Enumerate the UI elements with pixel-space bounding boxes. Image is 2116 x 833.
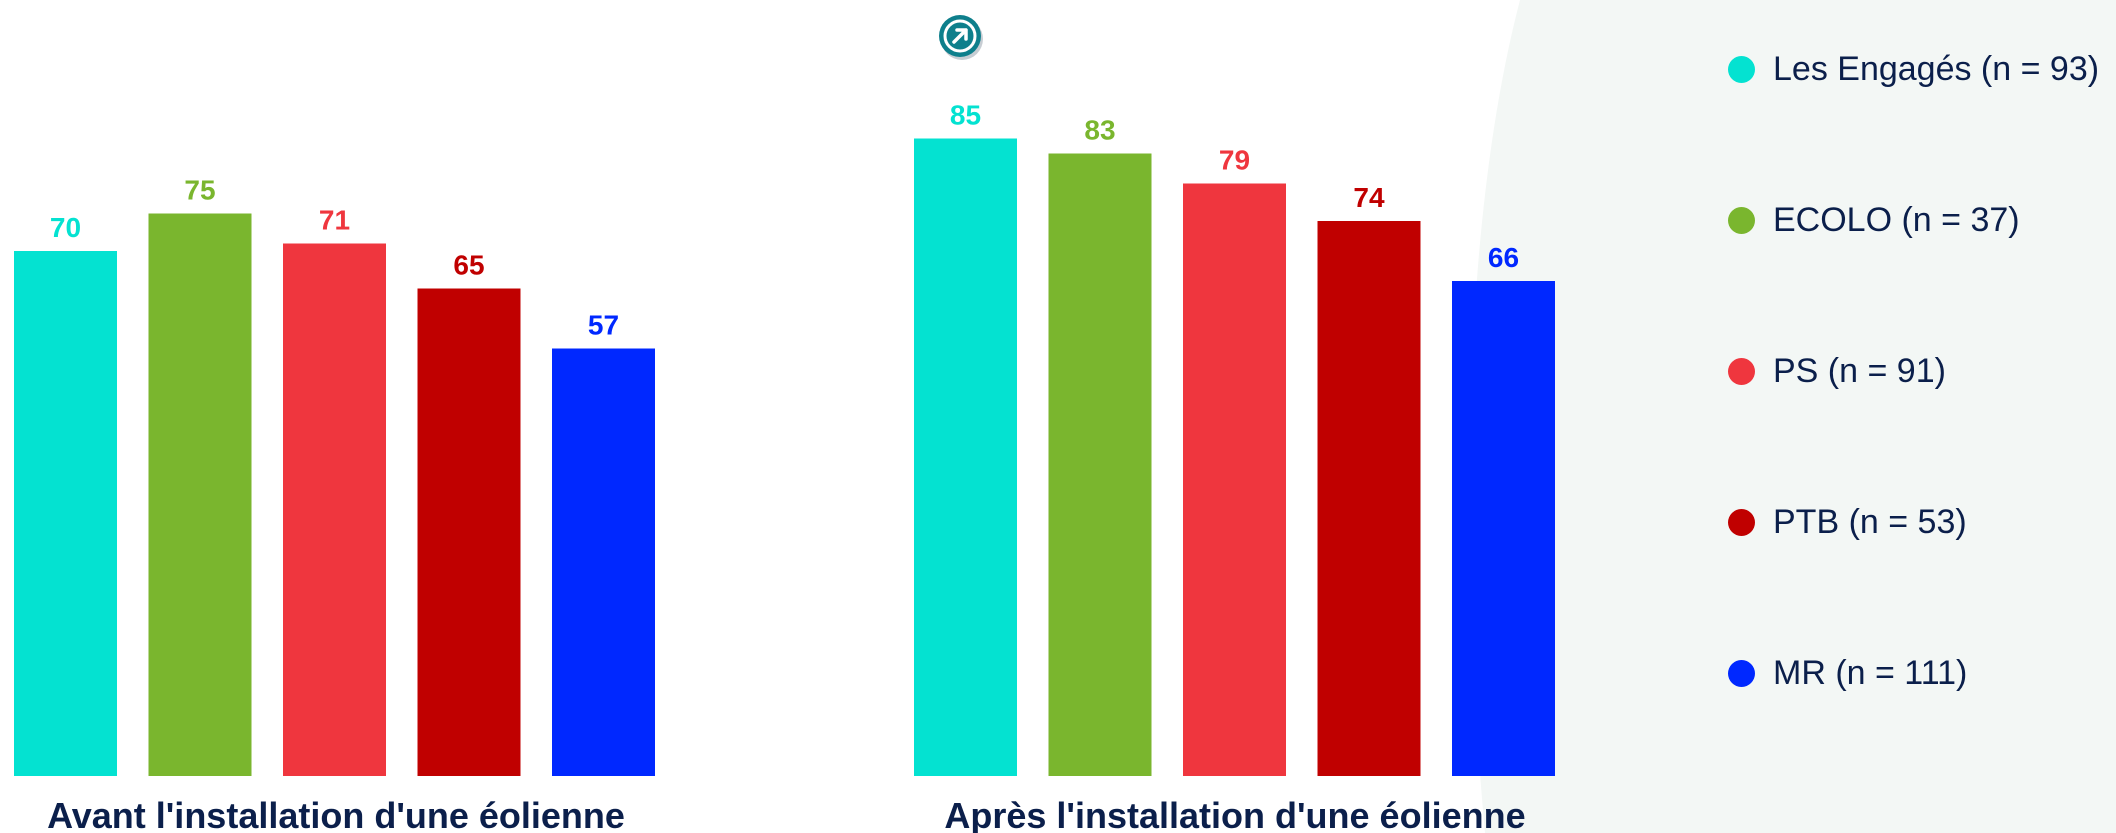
bar bbox=[14, 251, 117, 776]
data-label: 66 bbox=[1488, 242, 1519, 273]
legend-swatch bbox=[1728, 55, 1755, 83]
legend: Les Engagés (n = 93) ECOLO (n = 37) PS (… bbox=[1728, 44, 2108, 799]
legend-label: Les Engagés (n = 93) bbox=[1773, 49, 2100, 88]
data-label: 74 bbox=[1353, 182, 1385, 213]
arrow-up-right-icon bbox=[937, 13, 985, 61]
legend-item: MR (n = 111) bbox=[1728, 648, 2108, 698]
data-label: 79 bbox=[1219, 145, 1250, 176]
legend-label: PS (n = 91) bbox=[1773, 351, 1946, 390]
bar bbox=[1452, 281, 1555, 776]
bar bbox=[1317, 221, 1421, 776]
bar bbox=[914, 138, 1017, 776]
bar bbox=[1048, 153, 1152, 776]
legend-swatch bbox=[1728, 659, 1755, 687]
data-label: 85 bbox=[950, 100, 981, 131]
panel-before: 70 75 71 65 57 Avant l'installation d'une éol… bbox=[14, 175, 655, 833]
bar bbox=[1183, 183, 1286, 776]
data-label: 57 bbox=[588, 310, 619, 341]
data-label: 75 bbox=[184, 175, 215, 206]
panel-after: 85 83 79 74 66 Après l'installation d'une éol… bbox=[914, 100, 1555, 833]
data-label: 83 bbox=[1084, 115, 1115, 146]
bar bbox=[552, 348, 655, 776]
legend-label: ECOLO (n = 37) bbox=[1773, 200, 2020, 239]
data-label: 70 bbox=[50, 212, 81, 243]
legend-item: ECOLO (n = 37) bbox=[1728, 195, 2108, 245]
legend-label: MR (n = 111) bbox=[1773, 653, 1968, 692]
panel-title: Avant l'installation d'une éolienne bbox=[47, 795, 625, 833]
legend-item: PS (n = 91) bbox=[1728, 346, 2108, 396]
legend-item: Les Engagés (n = 93) bbox=[1728, 44, 2108, 94]
bar bbox=[283, 243, 386, 776]
legend-label: PTB (n = 53) bbox=[1773, 502, 1967, 541]
bar bbox=[148, 213, 252, 776]
bar bbox=[417, 288, 521, 776]
panel-title: Après l'installation d'une éolienne bbox=[944, 795, 1525, 833]
legend-swatch bbox=[1728, 357, 1755, 385]
legend-swatch bbox=[1728, 508, 1755, 536]
data-label: 65 bbox=[453, 250, 484, 281]
legend-swatch bbox=[1728, 206, 1755, 234]
legend-item: PTB (n = 53) bbox=[1728, 497, 2108, 547]
data-label: 71 bbox=[319, 205, 350, 236]
